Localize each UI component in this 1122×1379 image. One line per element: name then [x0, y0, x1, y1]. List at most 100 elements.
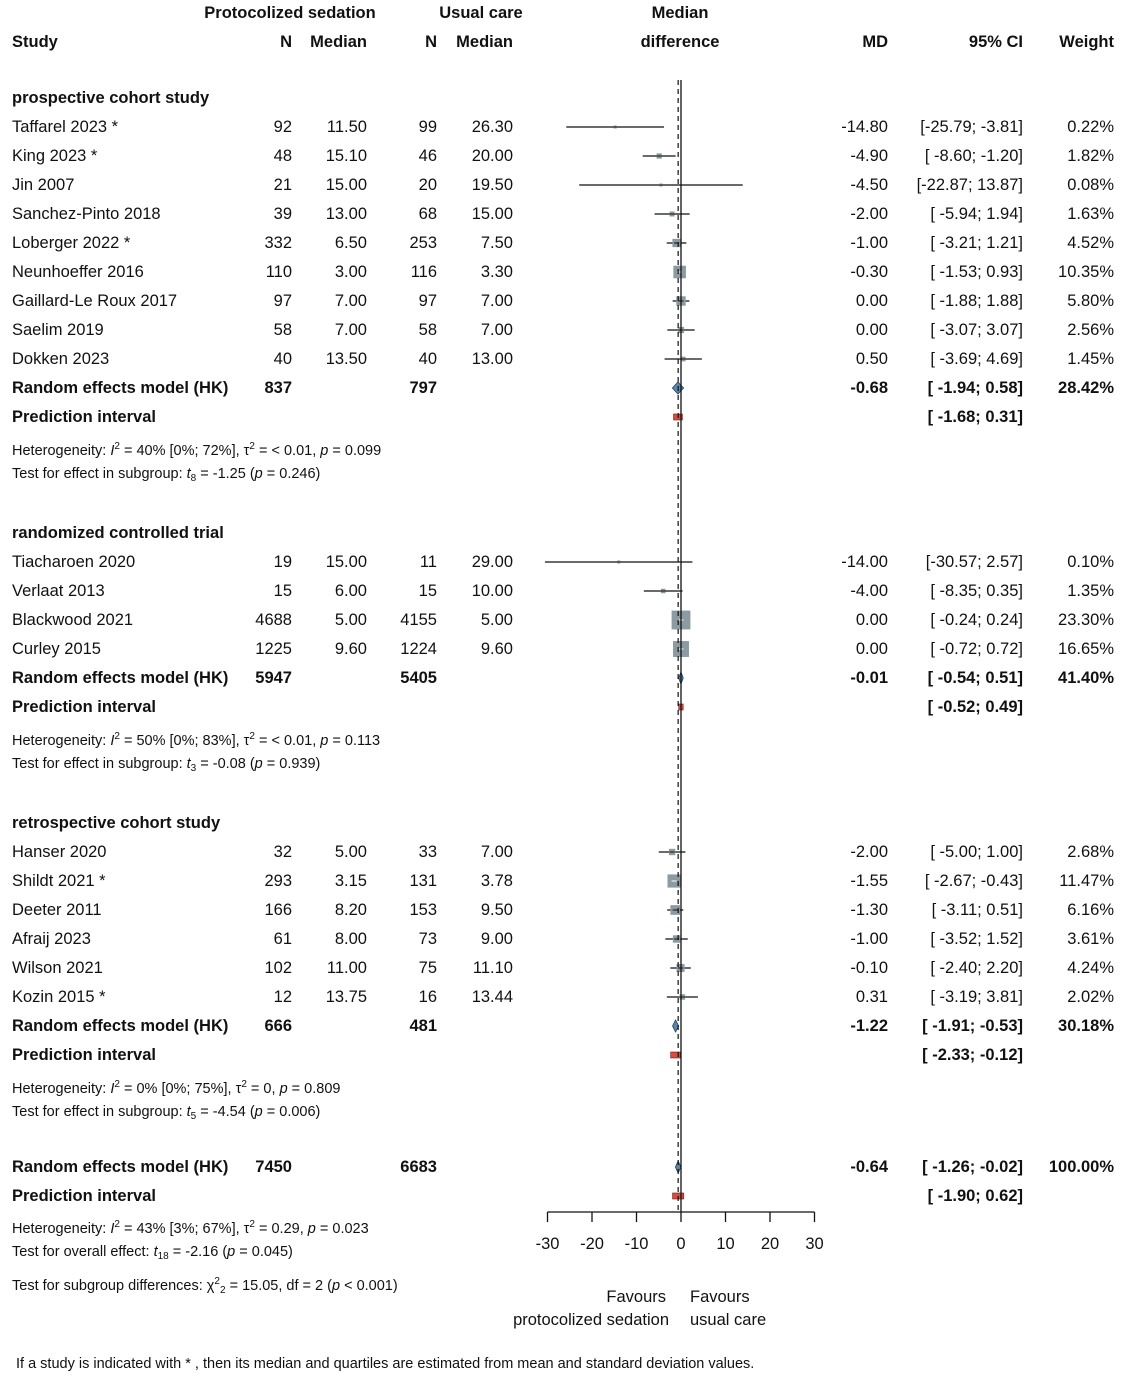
- subgroup-heterogeneity-i2-val: = 0% [0%; 75%],: [119, 1081, 236, 1097]
- subgroup-heterogeneity: Heterogeneity: I2 = 50% [0%; 83%], τ2 = …: [12, 727, 380, 751]
- study-weight: 4.24%: [1067, 959, 1114, 977]
- subgroup-heterogeneity-tau-val: = < 0.01,: [254, 733, 321, 749]
- subgroup-pooled-weight: 28.42%: [1058, 379, 1114, 397]
- x-tick-label: -10: [624, 1235, 649, 1253]
- study-n2: 116: [410, 263, 437, 281]
- subgroup-heterogeneity-i2-sym: I: [110, 733, 115, 749]
- study-n1: 39: [273, 205, 292, 223]
- study-weight: 10.35%: [1058, 263, 1114, 281]
- subgroup-test-p-val: = 0.006): [262, 1104, 321, 1120]
- study-md: 0.00: [855, 321, 888, 339]
- subgroup-test: Test for effect in subgroup: t5 = -4.54 …: [12, 1102, 320, 1127]
- subgroup-test-t-sym: t: [186, 756, 191, 772]
- subgroup-pooled-label: Random effects model (HK): [12, 1017, 229, 1035]
- overall-heterogeneity-tau-sym: τ: [243, 1221, 250, 1237]
- study-n2: 4155: [400, 611, 437, 629]
- subgroup-test: Test for effect in subgroup: t3 = -0.08 …: [12, 754, 320, 779]
- study-weight: 0.22%: [1067, 118, 1114, 136]
- study-n2: 46: [418, 147, 437, 165]
- overall-pooled-n2: 6683: [400, 1158, 437, 1176]
- header-median2: Median: [456, 33, 513, 51]
- study-weight: 1.82%: [1067, 147, 1114, 165]
- x-tick-label: 0: [676, 1235, 686, 1253]
- header-n1: N: [280, 33, 292, 51]
- header-n2: N: [425, 33, 437, 51]
- subgroup-test-p-sym: p: [254, 756, 263, 772]
- study-ci: [ -3.21; 1.21]: [930, 234, 1023, 252]
- x-tick-label: 20: [760, 1235, 780, 1253]
- study-label: Neunhoeffer 2016: [12, 263, 144, 281]
- study-n1: 40: [273, 350, 292, 368]
- study-median1: 7.00: [334, 292, 367, 310]
- study-weight: 5.80%: [1067, 292, 1114, 310]
- study-median2: 13.44: [471, 988, 513, 1006]
- subgroup-heterogeneity: Heterogeneity: I2 = 0% [0%; 75%], τ2 = 0…: [12, 1075, 340, 1099]
- study-ci: [ -2.40; 2.20]: [930, 959, 1023, 977]
- subgroup-prediction-ci: [ -0.52; 0.49]: [927, 698, 1023, 716]
- study-md: -14.80: [841, 118, 888, 136]
- study-md: -2.00: [850, 205, 888, 223]
- subgroup-heterogeneity-p-sym: p: [279, 1081, 288, 1097]
- study-weight: 1.63%: [1067, 205, 1114, 223]
- study-median1: 13.75: [325, 988, 367, 1006]
- study-ci: [ -1.53; 0.93]: [930, 263, 1023, 281]
- study-md: -1.55: [850, 872, 888, 890]
- overall-heterogeneity-i2-val: = 43% [3%; 67%],: [119, 1221, 244, 1237]
- study-median1: 3.00: [334, 263, 367, 281]
- study-median2: 9.00: [480, 930, 513, 948]
- subgroup-pooled-label: Random effects model (HK): [12, 379, 229, 397]
- study-md: -2.00: [850, 843, 888, 861]
- study-ci: [ -8.35; 0.35]: [930, 582, 1023, 600]
- study-weight: 3.61%: [1067, 930, 1114, 948]
- study-md: -0.30: [850, 263, 888, 281]
- study-md: 0.50: [855, 350, 888, 368]
- study-ci: [ -2.67; -0.43]: [924, 872, 1023, 890]
- favours-left-line2: protocolized sedation: [513, 1311, 669, 1329]
- study-median2: 26.30: [471, 118, 513, 136]
- study-n1: 110: [265, 263, 292, 281]
- study-label: Tiacharoen 2020: [12, 553, 136, 571]
- subgroup-heterogeneity-p-val: = 0.113: [328, 733, 381, 749]
- subgroup-heterogeneity-tau-sym: τ: [235, 1081, 242, 1097]
- study-n2: 99: [418, 118, 437, 136]
- subgroup-test-t-val: = -4.54 (: [196, 1104, 255, 1120]
- study-n2: 16: [418, 988, 437, 1006]
- study-md: -1.00: [850, 234, 888, 252]
- study-weight: 11.47%: [1059, 872, 1114, 890]
- subgroup-pooled-label: Random effects model (HK): [12, 669, 229, 687]
- subgroup-heterogeneity-p-val: = 0.809: [287, 1081, 341, 1097]
- subgroup-heterogeneity-i2-val: = 50% [0%; 83%],: [119, 733, 244, 749]
- study-md: -4.90: [850, 147, 888, 165]
- study-n1: 61: [273, 930, 292, 948]
- study-median1: 8.00: [334, 930, 367, 948]
- study-label: Afraij 2023: [12, 930, 91, 948]
- study-median1: 6.50: [334, 234, 367, 252]
- subgroup-prediction-ci: [ -2.33; -0.12]: [922, 1046, 1023, 1064]
- subgroup-prediction-bar: [670, 1051, 681, 1059]
- subgroup-test-t-sub: 8: [190, 473, 197, 484]
- study-weight: 6.16%: [1067, 901, 1114, 919]
- study-median2: 20.00: [471, 147, 513, 165]
- study-n1: 97: [273, 292, 292, 310]
- overall-pooled-ci: [ -1.26; -0.02]: [922, 1158, 1023, 1176]
- study-n2: 11: [419, 553, 437, 571]
- overall-pooled-label: Random effects model (HK): [12, 1158, 229, 1176]
- study-median1: 15.00: [325, 553, 367, 571]
- study-label: Saelim 2019: [12, 321, 104, 339]
- study-n2: 1224: [400, 640, 437, 658]
- study-median1: 15.00: [325, 176, 367, 194]
- favours-right-line2: usual care: [690, 1311, 767, 1329]
- study-label: Sanchez-Pinto 2018: [12, 205, 161, 223]
- study-ci: [-25.79; -3.81]: [920, 118, 1023, 136]
- overall-test-p-val: = 0.045): [235, 1244, 293, 1260]
- study-n2: 73: [418, 930, 437, 948]
- subgroup-heterogeneity-tau-sup: 2: [241, 1079, 247, 1090]
- subgroup-heterogeneity-i2-sym: I: [110, 443, 115, 459]
- study-n2: 253: [409, 234, 437, 252]
- subgroup-test-p-val: = 0.939): [262, 756, 321, 772]
- study-median2: 3.78: [480, 872, 513, 890]
- study-md: -14.00: [841, 553, 888, 571]
- study-ci: [ -1.88; 1.88]: [930, 292, 1023, 310]
- subgroup-differences-test-p-sym: p: [331, 1278, 341, 1294]
- overall-test-t-val: = -2.16 (: [168, 1244, 228, 1260]
